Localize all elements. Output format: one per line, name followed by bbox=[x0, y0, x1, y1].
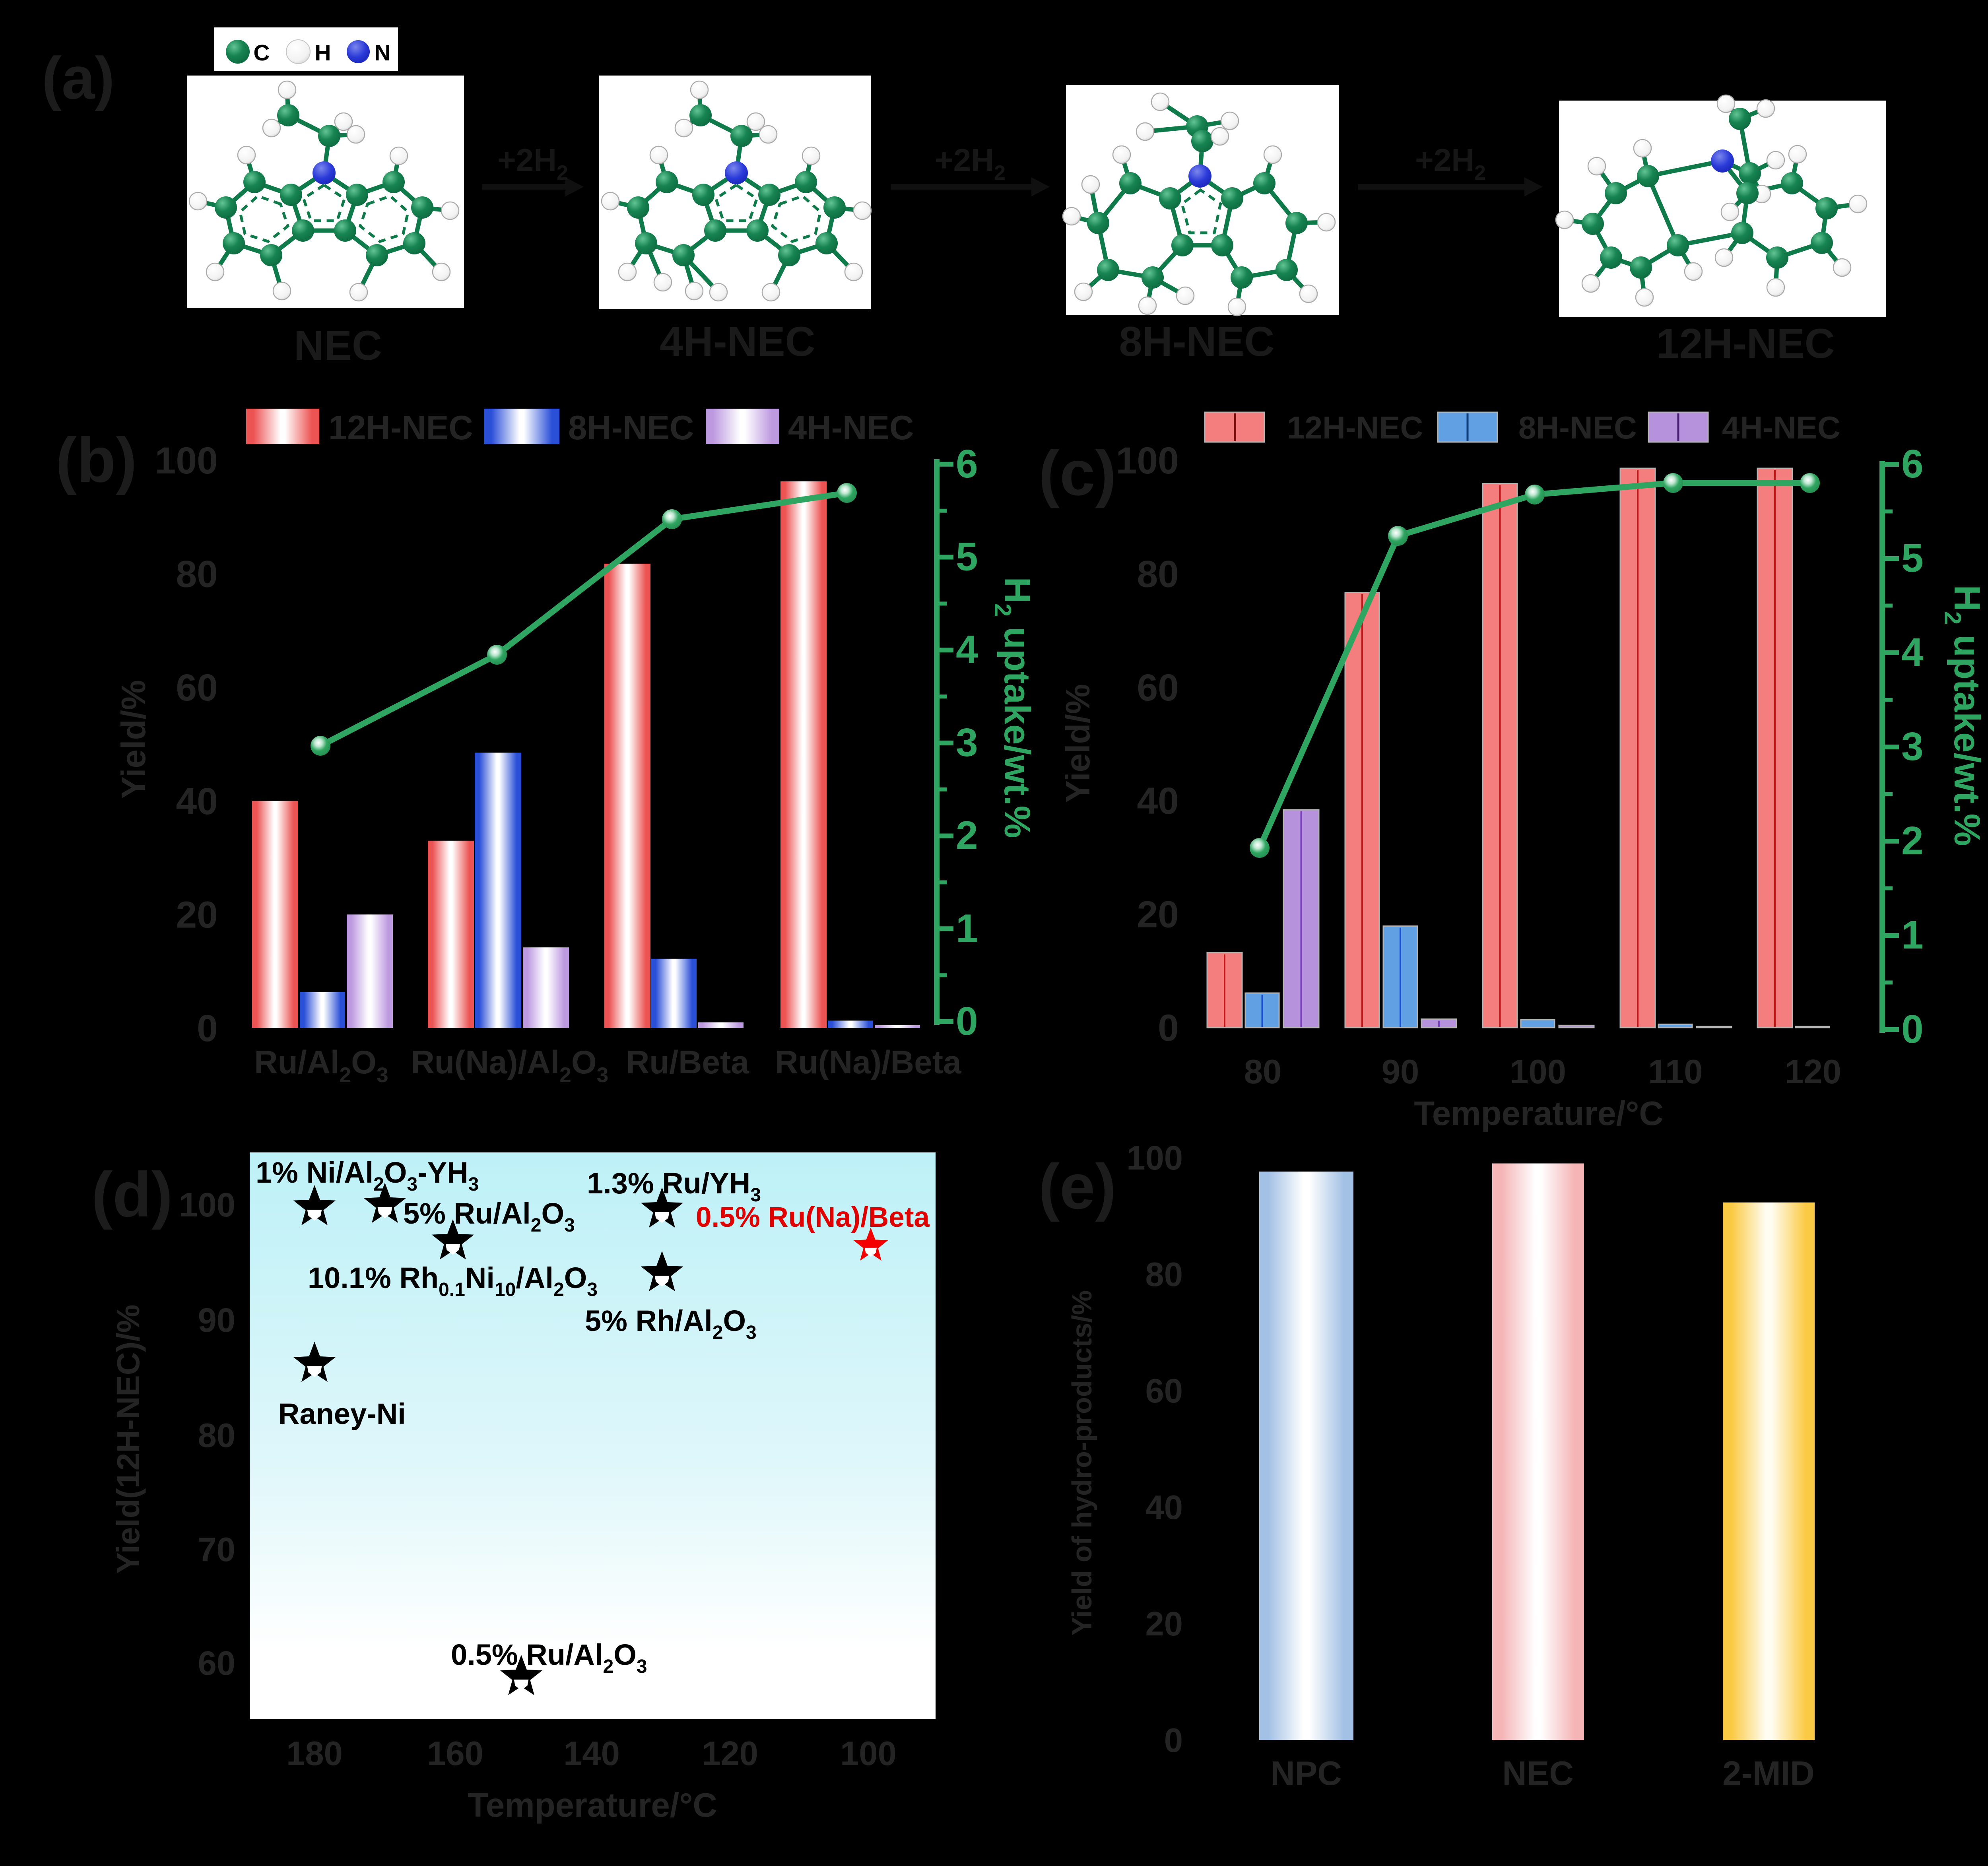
svg-text:90: 90 bbox=[198, 1302, 235, 1339]
svg-text:0: 0 bbox=[1164, 1722, 1183, 1759]
svg-text:100: 100 bbox=[1510, 1053, 1566, 1091]
svg-text:10.1% Rh0.1​Ni10​/Al2​O3​: 10.1% Rh0.1​Ni10​/Al2​O3​ bbox=[308, 1261, 598, 1300]
svg-text:60: 60 bbox=[1145, 1372, 1183, 1410]
svg-text:5: 5 bbox=[956, 535, 978, 579]
svg-text:70: 70 bbox=[198, 1531, 235, 1569]
svg-text:0: 0 bbox=[1158, 1007, 1179, 1049]
svg-text:0.5% Ru/Al2​O3​: 0.5% Ru/Al2​O3​ bbox=[451, 1638, 647, 1677]
svg-text:4H-NEC: 4H-NEC bbox=[660, 318, 815, 365]
svg-text:Ru/Al2​O3​: Ru/Al2​O3​ bbox=[254, 1044, 388, 1087]
svg-text:(e): (e) bbox=[1039, 1151, 1116, 1222]
svg-text:4: 4 bbox=[1901, 630, 1924, 675]
svg-text:4: 4 bbox=[956, 627, 978, 672]
svg-text:Yield/%: Yield/% bbox=[115, 680, 153, 799]
svg-text:6: 6 bbox=[1901, 442, 1924, 486]
svg-text:180: 180 bbox=[286, 1735, 343, 1773]
svg-text:100: 100 bbox=[1116, 440, 1179, 482]
svg-text:NEC: NEC bbox=[1502, 1755, 1573, 1792]
svg-text:1: 1 bbox=[1901, 913, 1924, 957]
svg-text:4H-NEC: 4H-NEC bbox=[788, 409, 914, 447]
svg-text:6: 6 bbox=[956, 442, 978, 486]
svg-text:H2​ uptake/wt.%: H2​ uptake/wt.% bbox=[1939, 585, 1987, 846]
svg-text:NPC: NPC bbox=[1270, 1755, 1342, 1792]
svg-text:1: 1 bbox=[956, 906, 978, 950]
svg-text:80: 80 bbox=[198, 1417, 235, 1455]
svg-text:140: 140 bbox=[563, 1735, 620, 1773]
svg-text:3: 3 bbox=[1901, 724, 1924, 769]
svg-text:12H-NEC: 12H-NEC bbox=[1656, 320, 1835, 367]
svg-text:2: 2 bbox=[956, 813, 978, 858]
svg-text:20: 20 bbox=[176, 894, 218, 936]
svg-text:Ru(Na)/Al2​O3​: Ru(Na)/Al2​O3​ bbox=[411, 1044, 609, 1087]
svg-text:8H-NEC: 8H-NEC bbox=[1119, 318, 1275, 365]
svg-text:5: 5 bbox=[1901, 536, 1924, 580]
svg-text:80: 80 bbox=[1145, 1256, 1183, 1294]
svg-text:60: 60 bbox=[198, 1645, 235, 1682]
svg-text:3: 3 bbox=[956, 720, 978, 765]
svg-text:Ru/Beta: Ru/Beta bbox=[626, 1044, 749, 1080]
svg-text:20: 20 bbox=[1145, 1605, 1183, 1643]
svg-text:0: 0 bbox=[1901, 1007, 1924, 1051]
svg-text:+2H2​: +2H2​ bbox=[935, 142, 1006, 184]
svg-text:5% Rh/Al2​O3​: 5% Rh/Al2​O3​ bbox=[585, 1304, 757, 1343]
svg-text:12H-NEC: 12H-NEC bbox=[1287, 410, 1423, 445]
svg-text:5% Ru/Al2​O3​: 5% Ru/Al2​O3​ bbox=[403, 1197, 575, 1236]
svg-text:(c): (c) bbox=[1039, 437, 1116, 508]
svg-text:(b): (b) bbox=[56, 424, 137, 495]
svg-text:40: 40 bbox=[1137, 780, 1179, 822]
svg-text:+2H2​: +2H2​ bbox=[497, 142, 568, 184]
svg-text:80: 80 bbox=[1244, 1053, 1282, 1091]
svg-text:8H-NEC: 8H-NEC bbox=[568, 409, 694, 447]
svg-text:100: 100 bbox=[155, 440, 218, 482]
svg-text:40: 40 bbox=[1145, 1489, 1183, 1527]
svg-text:2: 2 bbox=[1901, 819, 1924, 863]
svg-text:100: 100 bbox=[1126, 1139, 1183, 1177]
svg-text:Ru(Na)/Beta: Ru(Na)/Beta bbox=[775, 1044, 962, 1080]
svg-text:100: 100 bbox=[179, 1186, 235, 1224]
svg-text:Temperature/°C: Temperature/°C bbox=[468, 1786, 717, 1824]
svg-text:110: 110 bbox=[1648, 1053, 1703, 1091]
svg-text:H: H bbox=[315, 40, 331, 66]
svg-text:1% Ni/Al2​O3​-YH3​: 1% Ni/Al2​O3​-YH3​ bbox=[256, 1156, 479, 1195]
svg-text:(d): (d) bbox=[91, 1159, 173, 1230]
svg-text:80: 80 bbox=[176, 553, 218, 595]
svg-text:12H-NEC: 12H-NEC bbox=[328, 409, 473, 447]
svg-text:+2H2​: +2H2​ bbox=[1415, 142, 1486, 184]
svg-text:80: 80 bbox=[1137, 553, 1179, 595]
svg-text:0.5% Ru(Na)/Beta: 0.5% Ru(Na)/Beta bbox=[696, 1202, 930, 1233]
svg-text:1.3% Ru/YH3​: 1.3% Ru/YH3​ bbox=[587, 1167, 761, 1206]
svg-text:20: 20 bbox=[1137, 894, 1179, 936]
svg-text:2-MID: 2-MID bbox=[1722, 1755, 1814, 1792]
svg-text:90: 90 bbox=[1382, 1053, 1419, 1091]
svg-text:100: 100 bbox=[840, 1735, 897, 1773]
svg-text:4H-NEC: 4H-NEC bbox=[1722, 410, 1840, 445]
svg-text:(a): (a) bbox=[42, 45, 115, 111]
svg-text:Yield(12H-NEC)/%: Yield(12H-NEC)/% bbox=[111, 1304, 146, 1573]
svg-text:Yield of hydro-products/%: Yield of hydro-products/% bbox=[1066, 1290, 1097, 1636]
svg-text:120: 120 bbox=[1785, 1053, 1841, 1091]
svg-text:60: 60 bbox=[1137, 667, 1179, 709]
svg-text:N: N bbox=[374, 40, 390, 66]
svg-text:Raney-Ni: Raney-Ni bbox=[278, 1397, 406, 1430]
svg-text:8H-NEC: 8H-NEC bbox=[1518, 410, 1637, 445]
svg-text:120: 120 bbox=[702, 1735, 758, 1773]
svg-text:160: 160 bbox=[427, 1735, 483, 1773]
svg-text:C: C bbox=[253, 40, 270, 66]
svg-text:40: 40 bbox=[176, 780, 218, 822]
svg-text:0: 0 bbox=[956, 999, 978, 1044]
svg-text:60: 60 bbox=[176, 667, 218, 709]
svg-text:0: 0 bbox=[197, 1007, 218, 1049]
svg-text:Temperature/°C: Temperature/°C bbox=[1414, 1095, 1664, 1133]
svg-text:NEC: NEC bbox=[294, 322, 382, 369]
svg-text:Yield/%: Yield/% bbox=[1059, 684, 1097, 803]
svg-text:H2​ uptake/wt.%: H2​ uptake/wt.% bbox=[990, 577, 1037, 838]
